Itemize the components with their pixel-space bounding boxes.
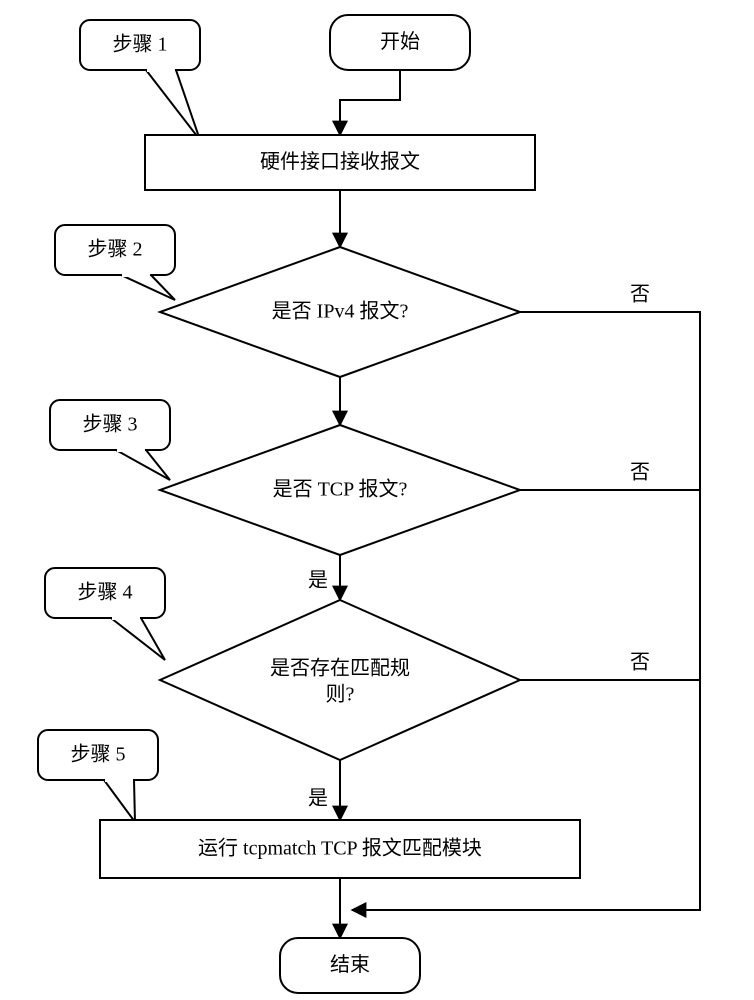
node-step1: 硬件接口接收报文 — [145, 135, 535, 190]
callout-c1: 步骤 1 — [80, 20, 200, 140]
node-step3: 是否 TCP 报文? — [160, 425, 520, 555]
callout-c5: 步骤 5 — [38, 730, 158, 822]
node-step4: 是否存在匹配规则? — [160, 600, 520, 760]
svg-text:否: 否 — [630, 284, 650, 306]
svg-text:是: 是 — [308, 788, 328, 810]
callout-c2: 步骤 2 — [55, 225, 175, 300]
node-step5: 运行 tcpmatch TCP 报文匹配模块 — [100, 820, 580, 878]
svg-text:则?: 则? — [326, 683, 355, 706]
callout-c4: 步骤 4 — [45, 568, 165, 660]
svg-text:否: 否 — [630, 652, 650, 674]
callout-label: 步骤 2 — [88, 238, 143, 261]
svg-text:是否 IPv4 报文?: 是否 IPv4 报文? — [272, 300, 409, 323]
svg-text:硬件接口接收报文: 硬件接口接收报文 — [260, 150, 420, 173]
node-step2: 是否 IPv4 报文? — [160, 247, 520, 377]
svg-text:是否存在匹配规: 是否存在匹配规 — [270, 657, 410, 680]
callout-label: 步骤 5 — [71, 743, 126, 766]
svg-text:是否 TCP 报文?: 是否 TCP 报文? — [273, 478, 408, 501]
node-start: 开始 — [330, 15, 470, 70]
callout-label: 步骤 1 — [113, 33, 168, 56]
svg-text:结束: 结束 — [330, 953, 370, 976]
svg-text:运行 tcpmatch TCP 报文匹配模块: 运行 tcpmatch TCP 报文匹配模块 — [198, 837, 482, 860]
svg-text:否: 否 — [630, 462, 650, 484]
svg-text:是: 是 — [308, 570, 328, 592]
svg-text:开始: 开始 — [380, 30, 420, 53]
node-end: 结束 — [280, 938, 420, 993]
callout-label: 步骤 3 — [83, 413, 138, 436]
callout-label: 步骤 4 — [78, 581, 133, 604]
callout-c3: 步骤 3 — [50, 400, 170, 480]
